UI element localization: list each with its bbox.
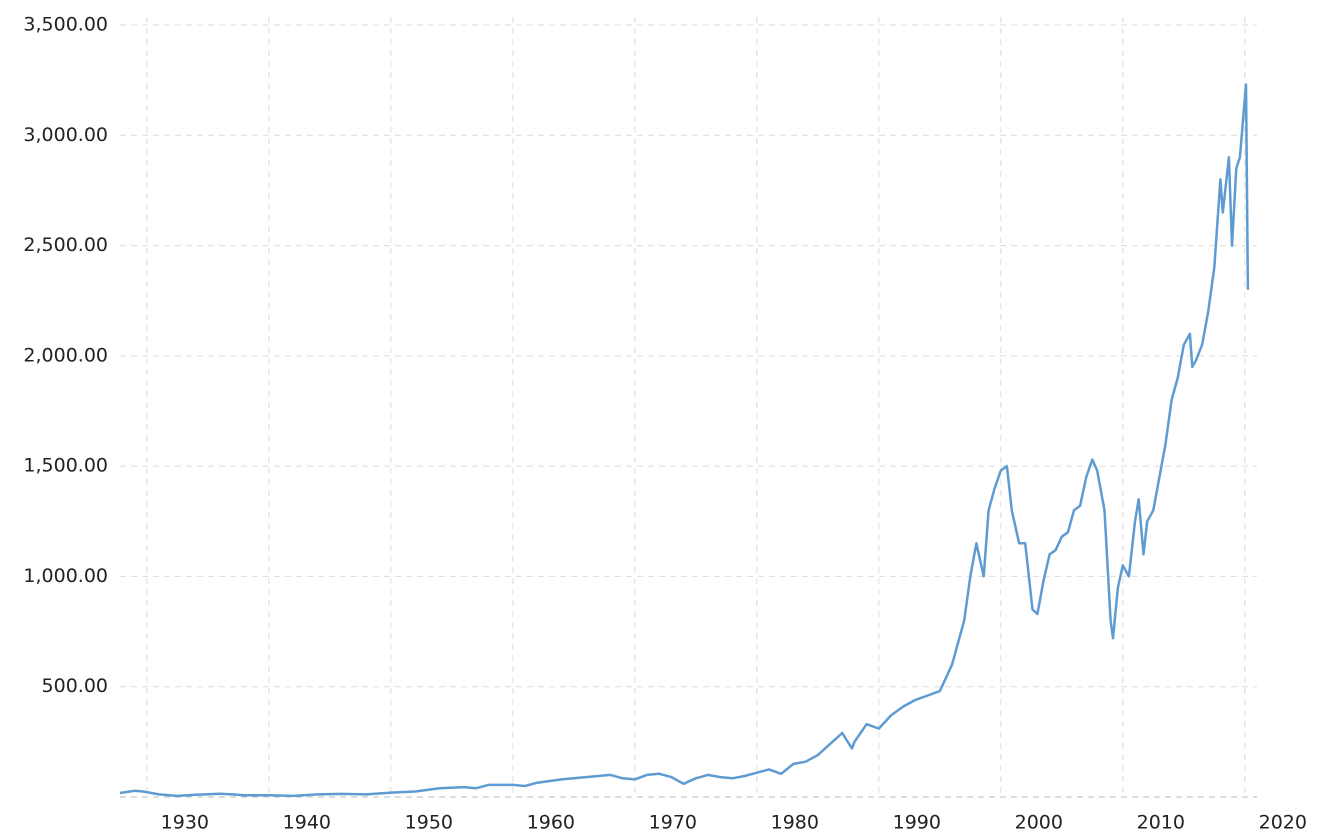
line-series (119, 83, 1250, 798)
x-tick-label: 2010 (1137, 812, 1185, 834)
y-tick-label: 3,000.00 (23, 124, 108, 146)
y-tick-label: 2,500.00 (23, 234, 108, 256)
x-tick-label: 2020 (1259, 812, 1307, 834)
x-tick-label: 1960 (527, 812, 575, 834)
y-tick-label: 2,000.00 (23, 344, 108, 366)
x-tick-label: 2000 (1015, 812, 1063, 834)
y-tick-label: 500.00 (42, 675, 108, 697)
x-tick-label: 1940 (283, 812, 331, 834)
y-tick-label: 1,500.00 (23, 455, 108, 477)
y-tick-label: 1,000.00 (23, 565, 108, 587)
x-tick-label: 1930 (161, 812, 209, 834)
x-tick-label: 1990 (893, 812, 941, 834)
y-tick-label: 3,500.00 (23, 14, 108, 36)
x-tick-label: 1980 (771, 812, 819, 834)
x-tick-label: 1950 (405, 812, 453, 834)
x-tick-label: 1970 (649, 812, 697, 834)
